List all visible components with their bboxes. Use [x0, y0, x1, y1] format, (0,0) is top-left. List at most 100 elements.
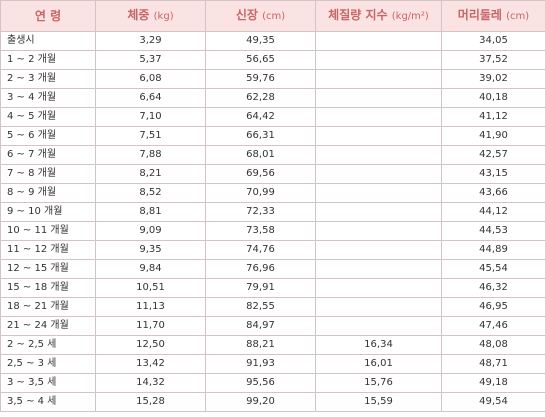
cell-height: 56,65: [205, 50, 316, 70]
cell-weight: 7,10: [95, 107, 206, 127]
cell-bmi: [315, 164, 442, 184]
table-row: 4 ~ 5 개월 7,10 64,42 41,12: [0, 107, 545, 127]
table-row: 3 ~ 3,5 세 14,32 95,56 15,76 49,18: [0, 373, 545, 393]
header-bmi-unit: (kg/m²): [391, 11, 429, 22]
table-row: 출생시 3,29 49,35 34,05: [0, 31, 545, 51]
cell-age: 5 ~ 6 개월: [0, 126, 96, 146]
cell-age: 7 ~ 8 개월: [0, 164, 96, 184]
cell-head-circumference: 42,57: [441, 145, 545, 165]
cell-age: 9 ~ 10 개월: [0, 202, 96, 222]
header-weight-unit: (kg): [153, 11, 174, 22]
cell-weight: 9,35: [95, 240, 206, 260]
cell-age: 3 ~ 4 개월: [0, 88, 96, 108]
cell-age: 출생시: [0, 31, 96, 51]
cell-height: 88,21: [205, 335, 316, 355]
cell-age: 10 ~ 11 개월: [0, 221, 96, 241]
cell-head-circumference: 41,12: [441, 107, 545, 127]
cell-weight: 15,28: [95, 392, 206, 412]
cell-bmi: [315, 259, 442, 279]
header-bmi-label: 체질량 지수: [328, 8, 388, 22]
header-weight-label: 체중: [127, 8, 150, 22]
cell-head-circumference: 44,53: [441, 221, 545, 241]
table-row: 7 ~ 8 개월 8,21 69,56 43,15: [0, 164, 545, 184]
table-header: 연 령 체중 (kg) 신장 (cm) 체질량 지수 (kg/m²) 머리둘레 …: [0, 0, 545, 32]
cell-weight: 8,21: [95, 164, 206, 184]
cell-height: 69,56: [205, 164, 316, 184]
cell-head-circumference: 45,54: [441, 259, 545, 279]
cell-head-circumference: 44,12: [441, 202, 545, 222]
cell-head-circumference: 47,46: [441, 316, 545, 336]
cell-height: 68,01: [205, 145, 316, 165]
cell-height: 72,33: [205, 202, 316, 222]
cell-height: 95,56: [205, 373, 316, 393]
table-row: 15 ~ 18 개월 10,51 79,91 46,32: [0, 278, 545, 298]
cell-height: 99,20: [205, 392, 316, 412]
header-head-circumference: 머리둘레 (cm): [441, 0, 545, 32]
cell-age: 3 ~ 3,5 세: [0, 373, 96, 393]
cell-weight: 7,88: [95, 145, 206, 165]
cell-head-circumference: 46,95: [441, 297, 545, 317]
cell-head-circumference: 37,52: [441, 50, 545, 70]
cell-height: 59,76: [205, 69, 316, 89]
cell-head-circumference: 39,02: [441, 69, 545, 89]
cell-height: 76,96: [205, 259, 316, 279]
table-row: 3 ~ 4 개월 6,64 62,28 40,18: [0, 88, 545, 108]
cell-weight: 5,37: [95, 50, 206, 70]
header-age-label: 연 령: [34, 9, 62, 23]
table-row: 10 ~ 11 개월 9,09 73,58 44,53: [0, 221, 545, 241]
cell-age: 6 ~ 7 개월: [0, 145, 96, 165]
cell-weight: 9,09: [95, 221, 206, 241]
cell-bmi: 15,59: [315, 392, 442, 412]
cell-height: 49,35: [205, 31, 316, 51]
cell-bmi: [315, 316, 442, 336]
header-row: 연 령 체중 (kg) 신장 (cm) 체질량 지수 (kg/m²) 머리둘레 …: [0, 0, 545, 32]
cell-bmi: [315, 107, 442, 127]
cell-weight: 11,13: [95, 297, 206, 317]
header-age: 연 령: [0, 0, 96, 32]
cell-age: 11 ~ 12 개월: [0, 240, 96, 260]
cell-head-circumference: 40,18: [441, 88, 545, 108]
table-row: 1 ~ 2 개월 5,37 56,65 37,52: [0, 50, 545, 70]
cell-bmi: [315, 31, 442, 51]
table-row: 9 ~ 10 개월 8,81 72,33 44,12: [0, 202, 545, 222]
cell-age: 2,5 ~ 3 세: [0, 354, 96, 374]
cell-height: 66,31: [205, 126, 316, 146]
header-head-unit: (cm): [506, 11, 530, 22]
cell-bmi: 15,76: [315, 373, 442, 393]
header-height-label: 신장: [235, 8, 258, 22]
cell-age: 12 ~ 15 개월: [0, 259, 96, 279]
cell-age: 1 ~ 2 개월: [0, 50, 96, 70]
cell-height: 70,99: [205, 183, 316, 203]
cell-head-circumference: 49,54: [441, 392, 545, 412]
cell-head-circumference: 43,15: [441, 164, 545, 184]
cell-bmi: 16,34: [315, 335, 442, 355]
cell-age: 15 ~ 18 개월: [0, 278, 96, 298]
cell-bmi: [315, 145, 442, 165]
table-row: 2 ~ 3 개월 6,08 59,76 39,02: [0, 69, 545, 89]
table-row: 18 ~ 21 개월 11,13 82,55 46,95: [0, 297, 545, 317]
table-row: 21 ~ 24 개월 11,70 84,97 47,46: [0, 316, 545, 336]
cell-weight: 3,29: [95, 31, 206, 51]
cell-weight: 9,84: [95, 259, 206, 279]
cell-age: 21 ~ 24 개월: [0, 316, 96, 336]
table-row: 5 ~ 6 개월 7,51 66,31 41,90: [0, 126, 545, 146]
cell-head-circumference: 44,89: [441, 240, 545, 260]
cell-height: 84,97: [205, 316, 316, 336]
cell-bmi: [315, 88, 442, 108]
cell-height: 64,42: [205, 107, 316, 127]
cell-weight: 6,64: [95, 88, 206, 108]
cell-weight: 13,42: [95, 354, 206, 374]
cell-bmi: [315, 278, 442, 298]
cell-bmi: [315, 221, 442, 241]
cell-age: 3,5 ~ 4 세: [0, 392, 96, 412]
cell-weight: 8,81: [95, 202, 206, 222]
cell-age: 8 ~ 9 개월: [0, 183, 96, 203]
cell-bmi: [315, 126, 442, 146]
cell-head-circumference: 43,66: [441, 183, 545, 203]
cell-age: 18 ~ 21 개월: [0, 297, 96, 317]
cell-bmi: [315, 183, 442, 203]
cell-head-circumference: 48,71: [441, 354, 545, 374]
table-row: 8 ~ 9 개월 8,52 70,99 43,66: [0, 183, 545, 203]
header-bmi: 체질량 지수 (kg/m²): [315, 0, 442, 32]
header-weight: 체중 (kg): [95, 0, 206, 32]
